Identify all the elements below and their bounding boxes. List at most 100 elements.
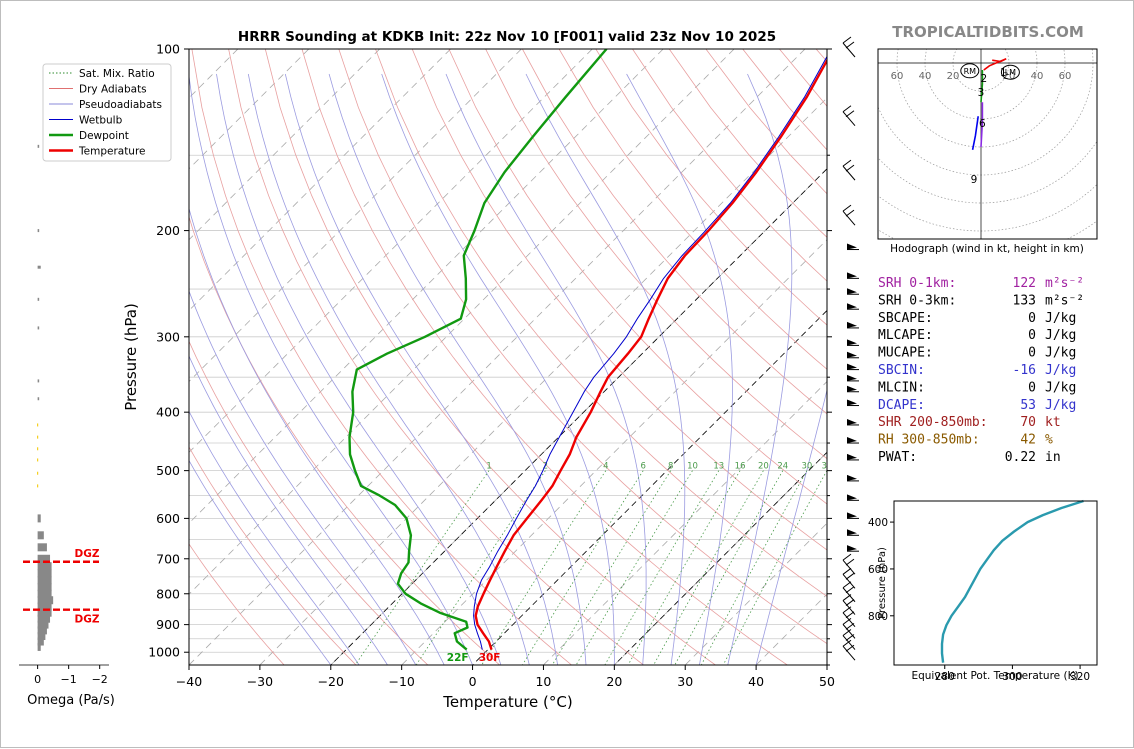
barb-feather: [846, 42, 854, 48]
barb-feather: [843, 205, 851, 211]
barb-shaft: [843, 636, 855, 650]
wind-barb: [847, 364, 859, 370]
y-tick-label: 900: [156, 617, 180, 632]
barb-pennant: [847, 352, 857, 358]
mixing-ratio-label: 1: [486, 462, 491, 472]
hodograph-height-label: 1: [1000, 67, 1007, 79]
wind-barbs: [843, 37, 859, 660]
dry-adiabat-line: [155, 49, 500, 665]
index-label: SRH 0-3km:: [878, 293, 956, 308]
pseudoadiabat-line: [329, 74, 586, 665]
index-unit: J/kg: [1045, 398, 1076, 413]
legend-label: Wetbulb: [79, 115, 123, 127]
y-tick-label: 1000: [148, 645, 180, 660]
omega-bar: [38, 514, 41, 522]
index-value: 70: [1020, 415, 1036, 430]
mixing-ratio-line: [701, 471, 807, 665]
barb-pennant: [847, 364, 857, 370]
index-unit: J/kg: [1045, 311, 1076, 326]
index-label: MLCAPE:: [878, 328, 933, 343]
wind-barb: [847, 400, 859, 406]
isotherm-line: [118, 49, 734, 665]
y-tick-label: 700: [156, 551, 180, 566]
wind-barb: [847, 512, 859, 518]
legend-label: Sat. Mix. Ratio: [79, 68, 155, 80]
omega-bar: [38, 266, 41, 269]
omega-x-label: Omega (Pa/s): [27, 693, 115, 708]
barb-pennant: [847, 303, 857, 309]
omega-bar: [38, 397, 40, 400]
barb-pennant: [847, 529, 857, 535]
hodograph-caption: Hodograph (wind in kt, height in km): [890, 243, 1084, 255]
index-label: DCAPE:: [878, 398, 925, 413]
omega-bar: [38, 543, 47, 551]
isotherm-line: [473, 49, 1089, 665]
wind-barb: [843, 630, 855, 650]
theta-e-y-label: Pressure (hPa): [877, 547, 888, 619]
hodograph-ring-label: 40: [1031, 71, 1044, 82]
mixing-ratio-line: [723, 471, 827, 665]
omega-bar: [38, 643, 41, 651]
y-tick-label: 800: [156, 586, 180, 601]
index-label: MLCIN:: [878, 380, 925, 395]
hodograph-height-label: 2: [980, 73, 987, 85]
y-tick-label: 500: [156, 463, 180, 478]
mixing-ratio-label: 24: [777, 462, 788, 472]
wind-barb: [847, 352, 859, 358]
omega-bar: [38, 229, 40, 232]
x-tick-label: −40: [176, 674, 202, 689]
barb-feather: [846, 600, 854, 606]
mixing-ratio-label: 6: [640, 462, 645, 472]
barb-pennant: [847, 375, 857, 381]
barb-feather: [846, 210, 854, 216]
y-tick-label: 300: [156, 329, 180, 344]
barb-feather: [843, 554, 851, 560]
legend-label: Temperature: [78, 146, 146, 158]
omega-bar: [37, 436, 38, 439]
dry-adiabat-line: [302, 49, 787, 665]
omega-bar: [38, 531, 44, 539]
isotherm-line: [260, 49, 876, 665]
x-tick-label: −10: [388, 674, 414, 689]
omega-tick-label: −2: [92, 673, 108, 686]
wind-barb: [847, 419, 859, 425]
barb-feather: [846, 635, 854, 641]
series-temperature: [476, 49, 834, 650]
barb-shaft: [843, 112, 855, 126]
barb-pennant: [847, 512, 857, 518]
omega-bar: [37, 423, 38, 426]
y-tick-label: 200: [156, 223, 180, 238]
series-dewpoint: [350, 49, 607, 650]
omega-bar: [38, 576, 52, 584]
hodograph-trace: [973, 116, 979, 150]
barb-shaft: [843, 646, 855, 660]
legend-label: Pseudoadiabats: [79, 99, 162, 111]
index-label: PWAT:: [878, 450, 917, 465]
watermark-text: TROPICALTIDBITS.COM: [892, 23, 1084, 41]
wind-barb: [847, 545, 859, 551]
omega-bar: [38, 562, 52, 570]
barb-feather: [843, 595, 851, 601]
omega-bar: [38, 379, 40, 382]
dry-adiabat-line: [779, 49, 1134, 665]
wind-barb: [847, 339, 859, 345]
mixing-ratio-line: [675, 471, 783, 665]
barb-feather: [843, 160, 851, 166]
wind-barb: [847, 272, 859, 278]
hodograph-ring-label: 60: [891, 71, 904, 82]
barb-pennant: [847, 454, 857, 460]
index-value: 0: [1028, 346, 1036, 361]
mixing-ratio-label: 30: [801, 462, 812, 472]
index-unit: in: [1045, 450, 1061, 465]
series-wetbulb: [474, 49, 832, 650]
index-value: 0: [1028, 328, 1036, 343]
index-value: 0: [1028, 311, 1036, 326]
x-tick-label: 40: [748, 674, 764, 689]
index-unit: m²s⁻²: [1045, 276, 1084, 291]
pseudoadiabat-line: [142, 74, 416, 665]
omega-bar: [37, 472, 38, 475]
y-tick-label: 600: [156, 511, 180, 526]
index-label: MUCAPE:: [878, 346, 933, 361]
